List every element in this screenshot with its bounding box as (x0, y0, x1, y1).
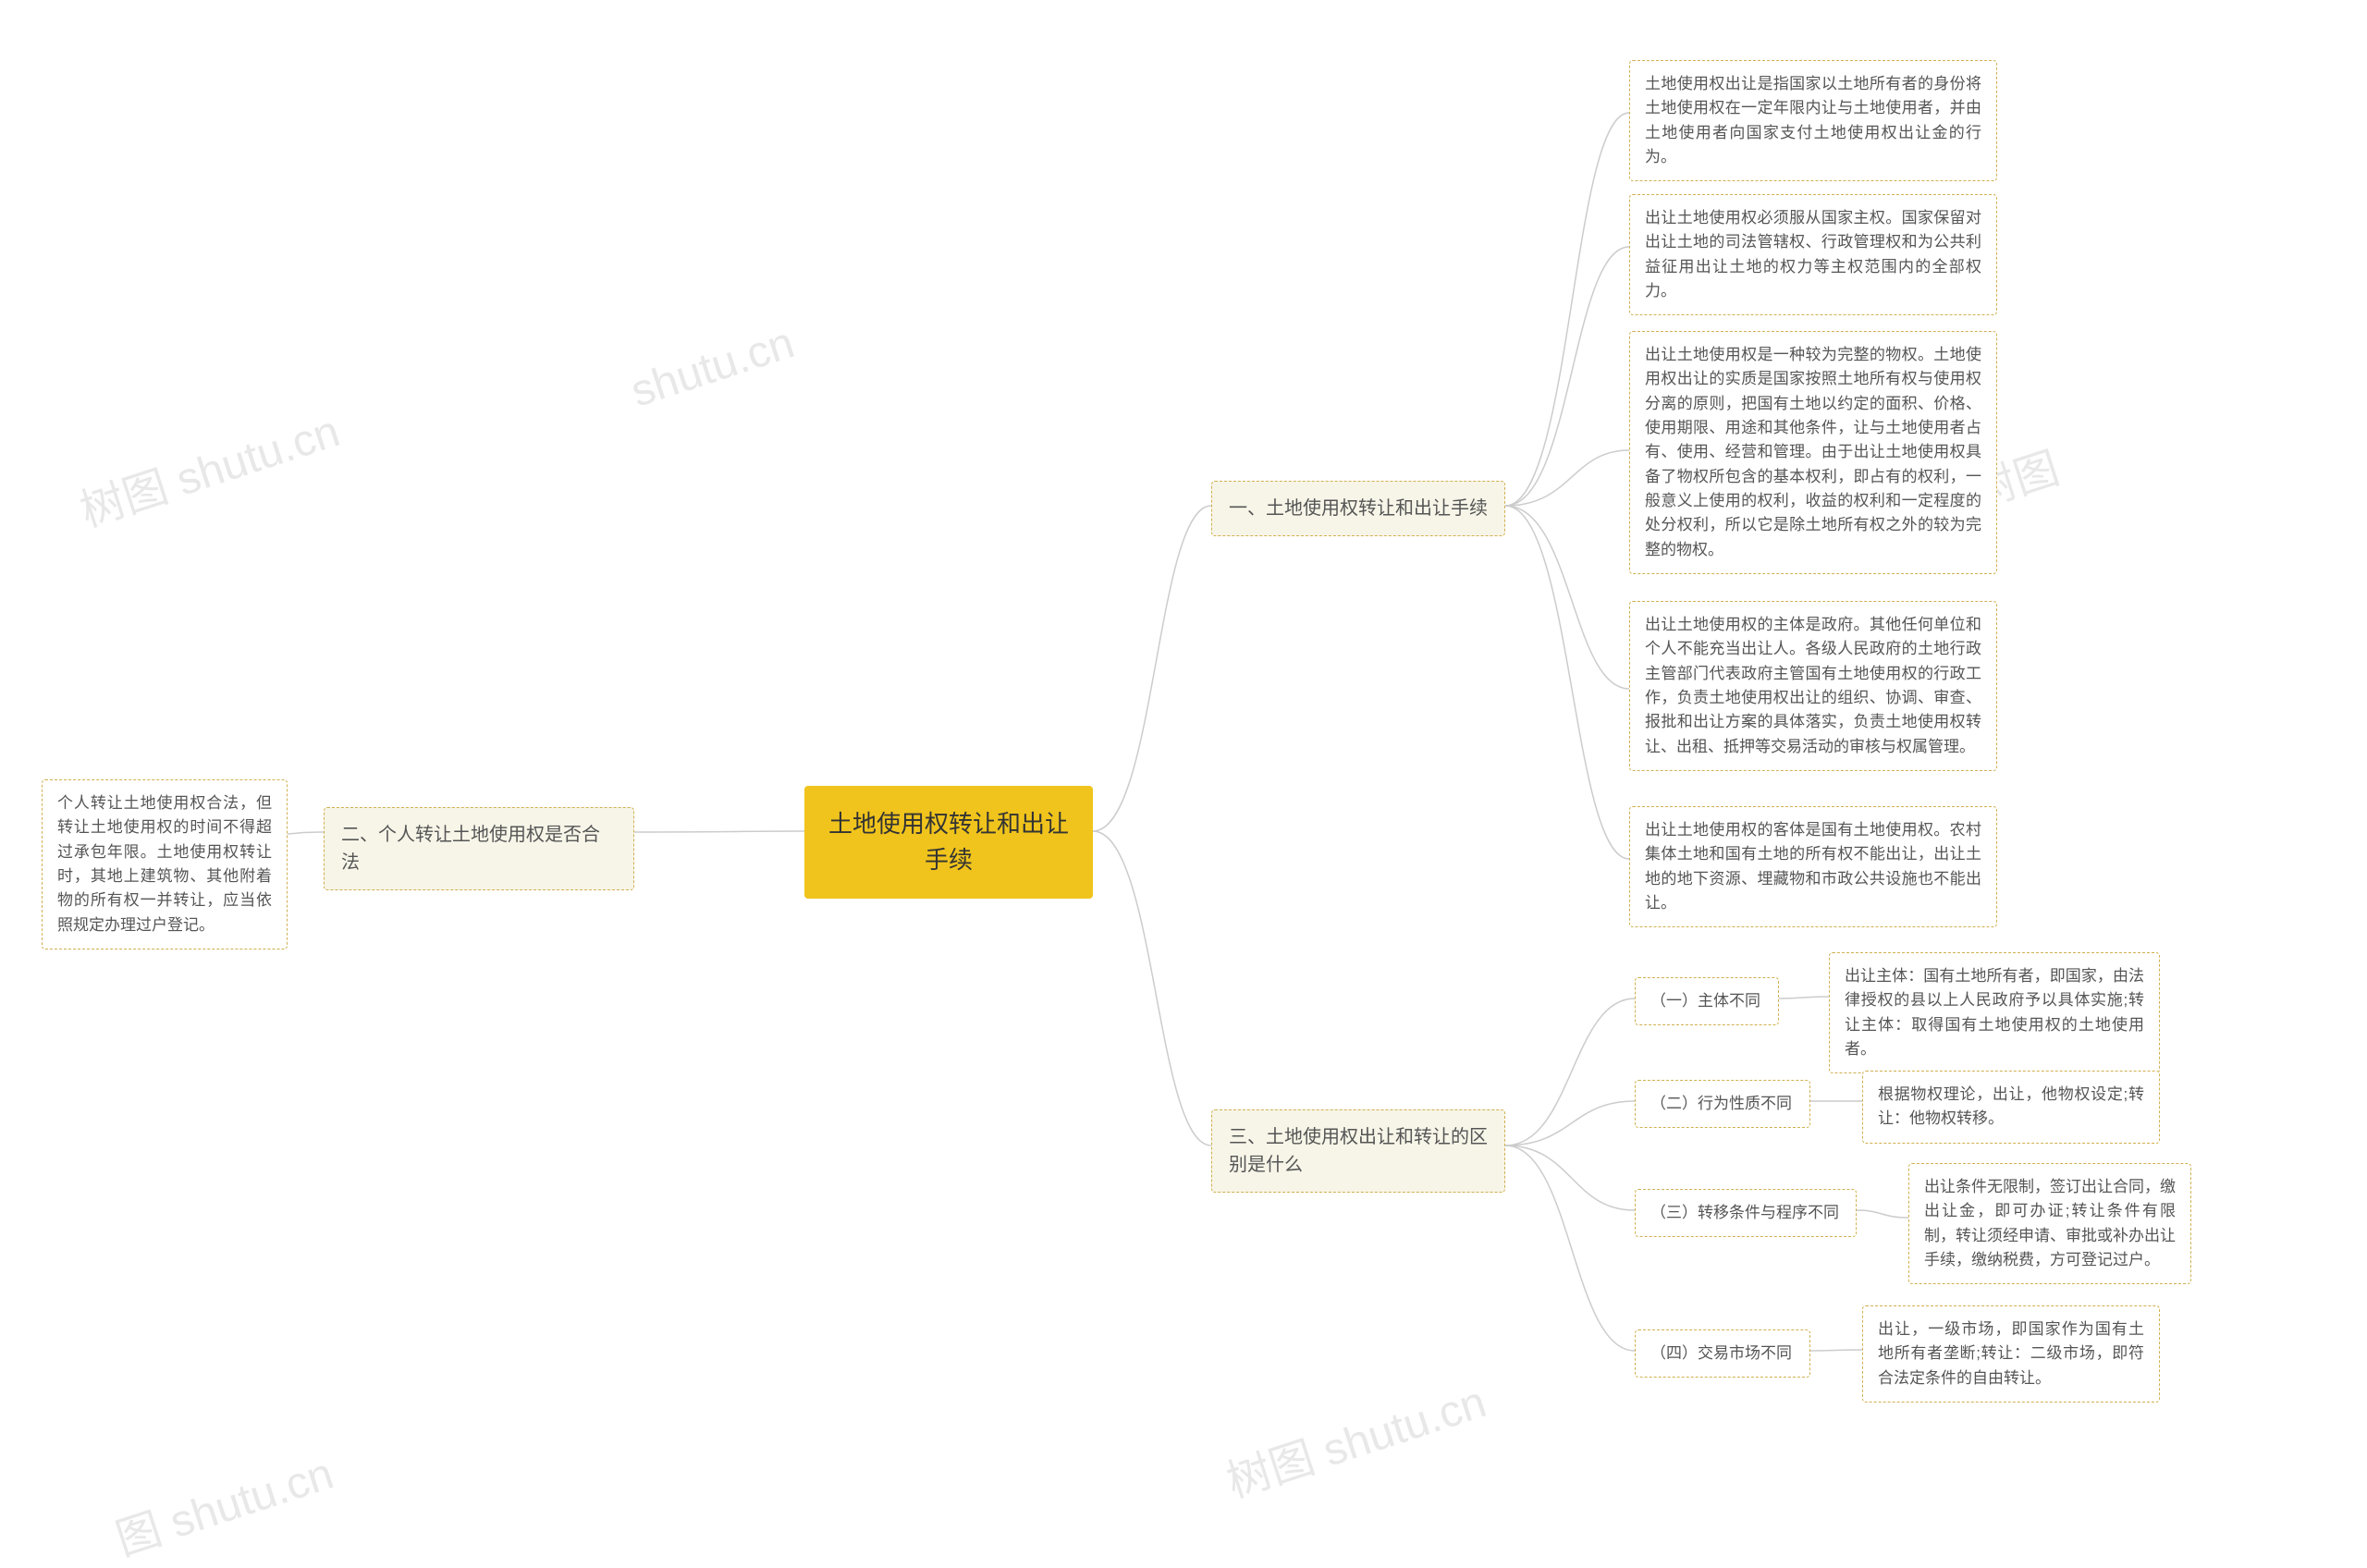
branch-3-sub-2-leaf: 根据物权理论，出让，他物权设定;转让：他物权转移。 (1862, 1071, 2160, 1144)
branch-3-sub-2: （二）行为性质不同 (1635, 1080, 1810, 1128)
branch-3-sub-1-leaf: 出让主体：国有土地所有者，即国家，由法律授权的县以上人民政府予以具体实施;转让主… (1829, 952, 2160, 1073)
branch-1-leaf-3: 出让土地使用权是一种较为完整的物权。土地使用权出让的实质是国家按照土地所有权与使… (1629, 331, 1997, 574)
watermark: 树图 shutu.cn (70, 395, 346, 539)
branch-1-leaf-1: 土地使用权出让是指国家以土地所有者的身份将土地使用权在一定年限内让与土地使用者，… (1629, 60, 1997, 181)
watermark: 树图 shutu.cn (1217, 1366, 1492, 1510)
branch-1-leaf-2: 出让土地使用权必须服从国家主权。国家保留对出让土地的司法管辖权、行政管理权和为公… (1629, 194, 1997, 315)
watermark: shutu.cn (625, 317, 801, 417)
branch-1: 一、土地使用权转让和出让手续 (1211, 481, 1505, 536)
branch-3-sub-1: （一）主体不同 (1635, 977, 1779, 1025)
branch-3-sub-3-leaf: 出让条件无限制，签订出让合同，缴出让金，即可办证;转让条件有限制，转让须经申请、… (1908, 1163, 2191, 1284)
watermark: 图 shutu.cn (106, 1437, 340, 1568)
branch-3-sub-3: （三）转移条件与程序不同 (1635, 1189, 1857, 1237)
mindmap-root: 土地使用权转让和出让手续 (804, 786, 1093, 899)
branch-2-leaf-1: 个人转让土地使用权合法，但转让土地使用权的时间不得超过承包年限。土地使用权转让时… (42, 779, 288, 949)
branch-3: 三、土地使用权出让和转让的区别是什么 (1211, 1109, 1505, 1193)
branch-3-sub-4: （四）交易市场不同 (1635, 1329, 1810, 1378)
branch-3-sub-4-leaf: 出让，一级市场，即国家作为国有土地所有者垄断;转让：二级市场，即符合法定条件的自… (1862, 1305, 2160, 1403)
branch-1-leaf-4: 出让土地使用权的主体是政府。其他任何单位和个人不能充当出让人。各级人民政府的土地… (1629, 601, 1997, 771)
branch-2: 二、个人转让土地使用权是否合法 (324, 807, 634, 890)
branch-1-leaf-5: 出让土地使用权的客体是国有土地使用权。农村集体土地和国有土地的所有权不能出让，出… (1629, 806, 1997, 927)
